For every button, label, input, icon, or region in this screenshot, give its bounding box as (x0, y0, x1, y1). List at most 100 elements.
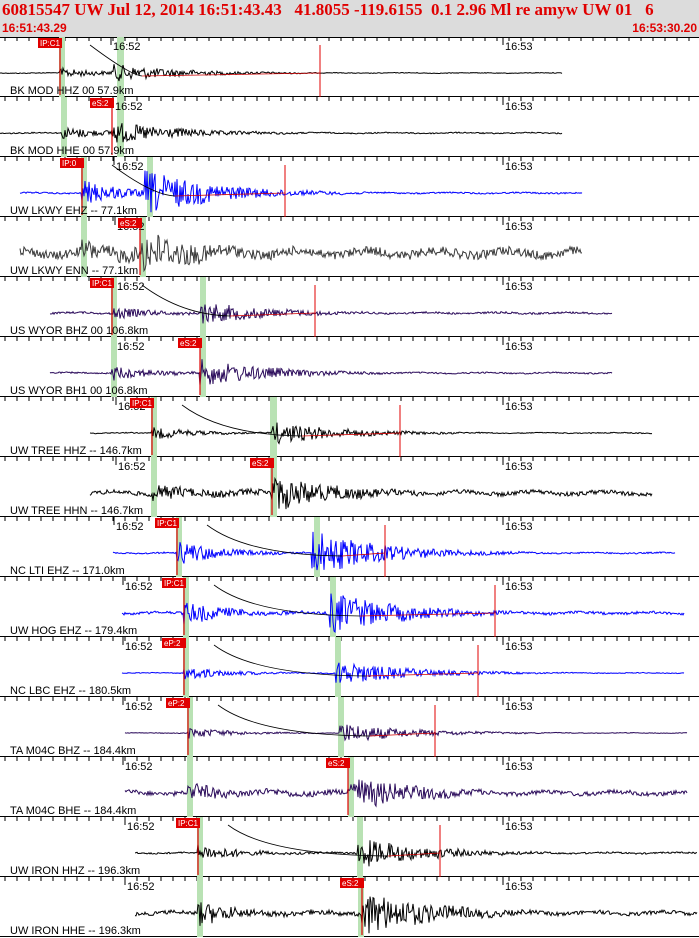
waveform (49, 359, 613, 386)
waveform (112, 531, 676, 571)
minute-label: 16:53 (505, 41, 533, 53)
trace-row: 16:52 16:53 eS:2 TA M04C BHE -- 184.4km (0, 757, 699, 817)
minute-label: 16:52 (115, 101, 143, 113)
header-bar: 60815547 UW Jul 12, 2014 16:51:43.43 41.… (0, 0, 699, 37)
trace-row: 16:52 16:53 eP:2 TA M04C BHZ -- 184.4km (0, 697, 699, 757)
trace-row: 16:52 16:53 eP:2 NC LBC EHZ -- 180.5km (0, 637, 699, 697)
p-arrival-band (151, 397, 157, 457)
station-label: TA M04C BHZ -- 184.4km (10, 745, 136, 757)
minute-label: 16:52 (127, 881, 155, 893)
s-arrival-band (357, 817, 363, 877)
trace-row: 16:52 16:53 eS:2 BK MOD HHE 00 57.9km (0, 97, 699, 157)
minute-label: 16:52 (125, 641, 153, 653)
coda-marker-line (341, 552, 386, 557)
pick-label: IP:C1 (40, 39, 61, 48)
minute-label: 16:53 (505, 221, 533, 233)
minute-label: 16:53 (505, 581, 533, 593)
station-label: UW TREE HHN -- 146.7km (10, 505, 143, 517)
p-arrival-band (176, 517, 182, 577)
p-arrival-band (81, 217, 87, 277)
coda-marker-line (301, 432, 401, 437)
waveform (89, 422, 653, 445)
p-arrival-band (81, 157, 87, 217)
waveform (19, 170, 583, 213)
trace-row: 16:52 16:53 IP:C1 UW IRON HHZ -- 196.3km (0, 817, 699, 877)
p-arrival-band (111, 337, 117, 397)
station-label: UW LKWY ENN -- 77.1km (10, 265, 138, 277)
pick-label-box (176, 818, 200, 828)
station-label: UW IRON HHZ -- 196.3km (10, 865, 140, 877)
station-label: UW IRON HHE -- 196.3km (10, 925, 141, 937)
trace-row: 16:52 16:53 eS:2 UW TREE HHN -- 146.7km (0, 457, 699, 517)
pick-label: IP:C1 (164, 579, 185, 588)
pick-label: eS:2 (252, 459, 269, 468)
minute-label: 16:53 (505, 701, 533, 713)
minute-label: 16:53 (505, 881, 533, 893)
coda-decay-curve (217, 704, 371, 737)
p-arrival-band (183, 637, 189, 697)
s-arrival-band (200, 277, 206, 337)
pick-label-box (166, 698, 190, 708)
station-label: UW TREE HHZ -- 146.7km (10, 445, 142, 457)
pick-label-box (178, 338, 202, 348)
minute-label: 16:52 (117, 281, 145, 293)
minute-label: 16:53 (505, 281, 533, 293)
coda-decay-curve (89, 44, 143, 77)
trace-row: 16:52 16:53 IP:C1 BK MOD HHZ 00 57.9km (0, 37, 699, 97)
s-arrival-band (314, 517, 320, 577)
p-arrival-band (151, 457, 157, 517)
pick-label: IP:C1 (132, 399, 153, 408)
minute-label: 16:52 (117, 341, 145, 353)
s-arrival-band (338, 697, 344, 757)
p-arrival-band (187, 697, 193, 757)
pick-label: IP:C1 (92, 279, 113, 288)
pick-label: eS:2 (120, 219, 137, 228)
minute-label: 16:52 (125, 581, 153, 593)
minute-label: 16:52 (116, 521, 144, 533)
waveform (124, 724, 688, 742)
waveform (134, 896, 698, 934)
event-title: 60815547 UW Jul 12, 2014 16:51:43.43 41.… (2, 0, 654, 19)
coda-decay-curve (141, 284, 231, 317)
s-arrival-band (117, 37, 124, 97)
waveform (0, 64, 563, 82)
coda-marker-line (365, 672, 479, 677)
coda-decay-curve (206, 524, 343, 557)
station-label: BK MOD HHE 00 57.9km (10, 145, 134, 157)
coda-marker-line (369, 732, 436, 737)
station-label: US WYOR BHZ 00 106.8km (10, 325, 148, 337)
pick-label-box (118, 218, 142, 228)
minute-label: 16:53 (505, 101, 533, 113)
waveform (89, 476, 653, 510)
end-time: 16:53:30.20 (632, 21, 697, 35)
station-label: NC LBC EHZ -- 180.5km (10, 685, 131, 697)
s-arrival-band (330, 577, 336, 637)
waveform (0, 123, 563, 143)
pick-label-box (38, 38, 62, 48)
station-label: NC LTI EHZ -- 171.0km (10, 565, 125, 577)
waveform (124, 779, 688, 808)
p-arrival-band (111, 277, 117, 337)
coda-marker-line (141, 72, 321, 77)
pick-label-box (326, 758, 350, 768)
coda-marker-line (229, 312, 316, 317)
trace-row: 16:52 16:53 IP:0 UW LKWY EHZ -- 77.1km (0, 157, 699, 217)
trace-row: 16:52 16:53 eS:2 US WYOR BH1 00 106.8km (0, 337, 699, 397)
station-label: UW HOG EHZ -- 179.4km (10, 625, 137, 637)
pick-label: eS:2 (180, 339, 197, 348)
coda-marker-line (359, 612, 496, 617)
coda-decay-curve (111, 164, 176, 197)
p-arrival-band (61, 97, 67, 157)
minute-label: 16:53 (505, 761, 533, 773)
coda-decay-curve (181, 404, 303, 437)
pick-label: IP:C1 (178, 819, 199, 828)
coda-marker-line (174, 192, 286, 197)
s-arrival-band (358, 877, 364, 937)
minute-label: 16:52 (125, 701, 153, 713)
waveform (121, 662, 685, 683)
pick-label: eS:2 (92, 99, 109, 108)
pick-label-box (340, 878, 364, 888)
